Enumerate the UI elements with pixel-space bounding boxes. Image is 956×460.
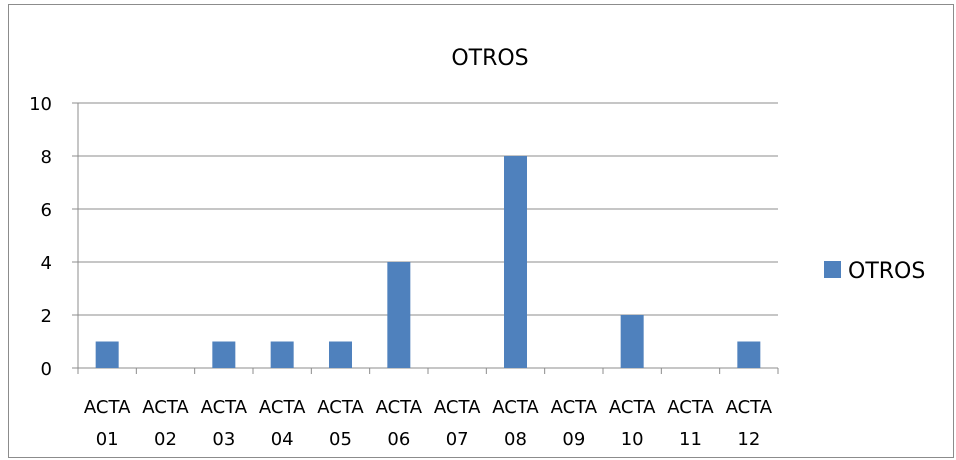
y-tick-label: 0 (41, 359, 52, 380)
bar (212, 341, 236, 368)
x-tick-label-number: 10 (621, 429, 644, 450)
x-tick-label: ACTA (667, 397, 714, 418)
y-tick-label: 8 (41, 147, 52, 168)
x-tick-label: ACTA (259, 397, 306, 418)
legend: OTROS (824, 259, 925, 284)
y-axis-ticks: 0 2 4 6 8 10 (29, 94, 52, 380)
y-tick-label: 2 (41, 306, 52, 327)
bar (387, 262, 411, 368)
x-tick-label-number: 06 (387, 429, 410, 450)
bar (504, 156, 527, 368)
bar (95, 341, 119, 368)
gridlines (72, 102, 778, 316)
x-axis-labels: ACTA 01 ACTA 02 ACTA 03 ACTA 04 ACTA 05 ACTA 06 ACTA… (84, 397, 773, 450)
legend-swatch-otros (824, 261, 841, 278)
x-tick-label: ACTA (376, 397, 423, 418)
x-tick-label-number: 08 (504, 429, 527, 450)
x-tick-label-number: 02 (154, 429, 177, 450)
x-tick-label-number: 04 (271, 429, 294, 450)
x-tick-label-number: 01 (96, 429, 119, 450)
x-tick-label: ACTA (84, 397, 131, 418)
x-tick-label-number: 11 (679, 429, 702, 450)
x-axis (72, 103, 779, 374)
chart-frame (8, 4, 954, 458)
bar (329, 341, 352, 368)
x-tick-label-number: 03 (212, 429, 235, 450)
x-tick-label-number: 07 (446, 429, 469, 450)
x-tick-label: ACTA (609, 397, 656, 418)
x-tick-label: ACTA (201, 397, 248, 418)
x-tick-label: ACTA (551, 397, 598, 418)
x-tick-label-number: 05 (329, 429, 352, 450)
y-tick-label: 4 (41, 253, 52, 274)
bars (95, 156, 761, 368)
bar (620, 315, 644, 368)
x-tick-label: ACTA (726, 397, 773, 418)
y-tick-label: 6 (41, 200, 52, 221)
bar (270, 341, 294, 368)
legend-label-otros: OTROS (848, 259, 925, 284)
x-tick-label: ACTA (492, 397, 539, 418)
bar (737, 341, 761, 368)
x-tick-label-number: 12 (737, 429, 760, 450)
x-tick-label: ACTA (317, 397, 364, 418)
x-tick-label: ACTA (142, 397, 189, 418)
y-tick-label: 10 (29, 94, 52, 115)
x-tick-label: ACTA (434, 397, 481, 418)
x-tick-label-number: 09 (562, 429, 585, 450)
chart-title: OTROS (451, 46, 528, 71)
